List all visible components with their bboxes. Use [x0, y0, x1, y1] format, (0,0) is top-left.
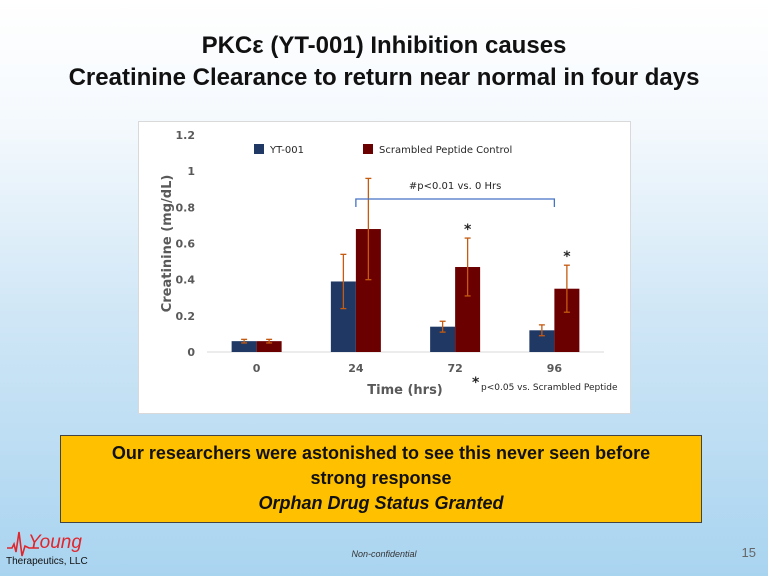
y-tick-label: 0.8: [176, 201, 196, 214]
legend-swatch: [363, 144, 373, 154]
creatinine-bar-chart: 0 0.2 0.4 0.6 0.8 1 1.2 Creatinine (mg/dL) 0 24 72…: [160, 129, 618, 398]
x-tick-label: 72: [447, 362, 462, 375]
bar-yt001-0: [231, 341, 257, 352]
title-line-2: Creatinine Clearance to return near norm…: [68, 64, 700, 91]
bar-scrambled-0: [256, 341, 282, 352]
y-tick-label: 0.6: [176, 238, 196, 251]
x-axis-title: Time (hrs): [367, 383, 443, 398]
legend-label: YT-001: [269, 145, 304, 156]
y-tick-label: 0.4: [176, 274, 196, 287]
callout-orphan-status: Orphan Drug Status Granted: [258, 493, 504, 513]
significance-star: *: [464, 222, 472, 238]
significance-bracket: [355, 198, 556, 207]
y-tick-label: 1.2: [176, 129, 196, 142]
callout-line-2: strong response: [310, 468, 452, 488]
footnote-text: p<0.05 vs. Scrambled Peptide: [481, 383, 618, 393]
legend-swatch: [254, 144, 264, 154]
bar-yt001-96: [529, 330, 555, 352]
page-number: 15: [741, 545, 756, 560]
callout-line-1: Our researchers were astonished to see t…: [111, 443, 651, 463]
y-axis-title: Creatinine (mg/dL): [160, 175, 175, 313]
y-tick-label: 0.2: [176, 310, 196, 323]
title-line-1: PKCε (YT-001) Inhibition causes: [201, 32, 567, 59]
legend-label: Scrambled Peptide Control: [379, 145, 512, 156]
chart-panel: 0 0.2 0.4 0.6 0.8 1 1.2 Creatinine (mg/dL) 0 24 72…: [138, 121, 631, 414]
significance-star: *: [563, 249, 571, 265]
footnote-star: *: [472, 375, 480, 391]
x-tick-label: 0: [253, 362, 261, 375]
significance-label: #p<0.01 vs. 0 Hrs: [409, 181, 501, 192]
x-tick-label: 24: [348, 362, 364, 375]
heartbeat-icon: [7, 531, 39, 557]
callout-box: Our researchers were astonished to see t…: [60, 435, 702, 523]
y-tick-label: 0: [187, 346, 195, 359]
company-logo: Young Therapeutics, LLC: [6, 530, 126, 574]
x-tick-label: 96: [547, 362, 563, 375]
logo-word: Young: [28, 532, 82, 553]
logo-subtitle: Therapeutics, LLC: [6, 556, 88, 567]
y-tick-label: 1: [187, 165, 195, 178]
footer-note: Non-confidential: [351, 549, 417, 559]
slide-title: PKCε (YT-001) Inhibition causes Creatini…: [0, 30, 768, 94]
